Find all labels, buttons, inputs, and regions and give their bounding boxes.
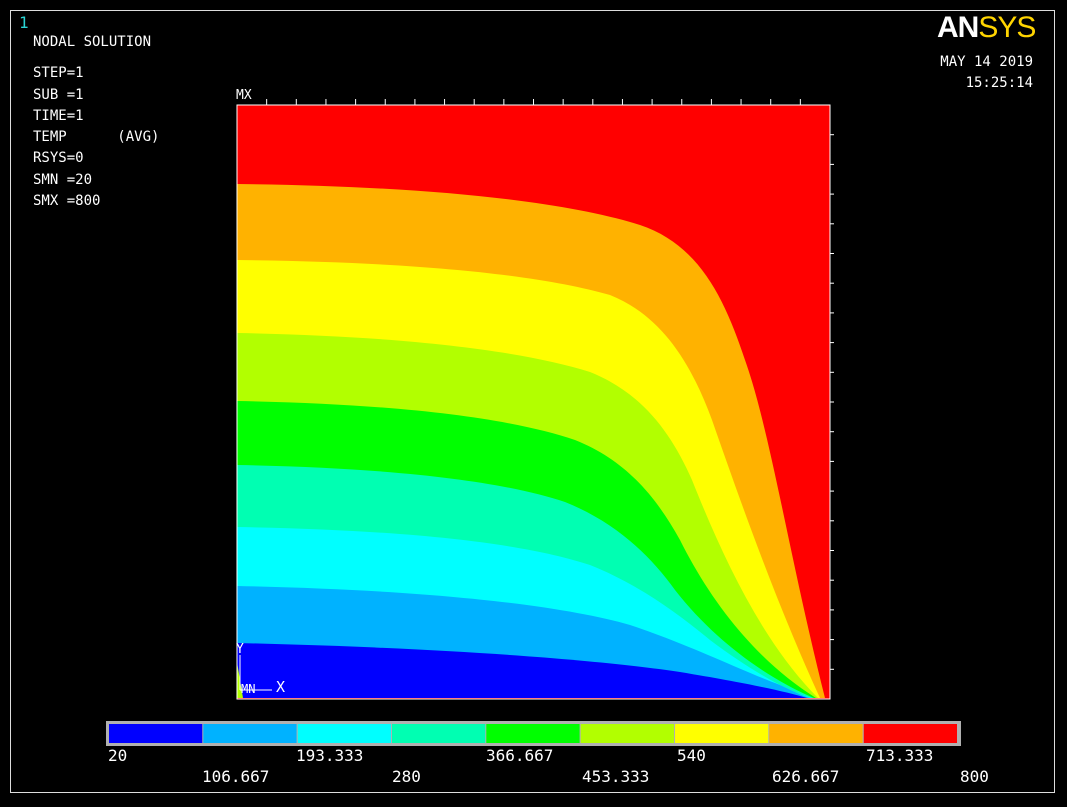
- legend-label-top: 713.333: [866, 746, 934, 765]
- info-smx: SMX =800: [33, 193, 101, 209]
- info-rsys: RSYS=0: [33, 150, 84, 166]
- legend-label-top: 540: [677, 746, 706, 765]
- info-time: TIME=1: [33, 108, 84, 124]
- legend-label-top: 20: [108, 746, 128, 765]
- mx-label: MX: [236, 88, 252, 103]
- info-smn: SMN =20: [33, 172, 93, 188]
- legend-label-top: 366.667: [486, 746, 554, 765]
- axis-x-label: X: [276, 678, 285, 696]
- plot-ticks: [266, 99, 834, 670]
- legend-swatch: [486, 724, 580, 743]
- legend-swatch: [392, 724, 486, 743]
- legend-swatch: [863, 724, 957, 743]
- legend-label-bottom: 106.667: [202, 767, 270, 786]
- ansys-logo: ANSYS: [937, 11, 1036, 45]
- legend-swatch: [203, 724, 297, 743]
- legend-swatch: [769, 724, 863, 743]
- logo-an: AN: [937, 11, 979, 44]
- axis-y-label: Y: [236, 642, 244, 657]
- legend-swatch: [580, 724, 674, 743]
- legend-swatch: [297, 724, 391, 743]
- legend-bar: [109, 724, 957, 743]
- info-item: TEMP (AVG): [33, 129, 160, 145]
- legend-label-top: 193.333: [296, 746, 364, 765]
- graphics-window-frame: [10, 10, 1055, 793]
- window-number: 1: [19, 13, 29, 32]
- info-sub: SUB =1: [33, 87, 84, 103]
- legend-label-bottom: 800: [960, 767, 989, 786]
- legend-label-bottom: 280: [392, 767, 421, 786]
- info-step: STEP=1: [33, 65, 84, 81]
- logo-sys: SYS: [978, 11, 1036, 44]
- legend-label-bottom: 626.667: [772, 767, 840, 786]
- band-1: [237, 643, 807, 698]
- timestamp: MAY 14 2019 15:25:14: [940, 52, 1033, 94]
- date-text: MAY 14 2019: [940, 54, 1033, 70]
- legend-swatch: [675, 724, 769, 743]
- legend-label-bottom: 453.333: [582, 767, 650, 786]
- mn-label: MN: [241, 682, 255, 696]
- info-title: NODAL SOLUTION: [33, 34, 152, 50]
- time-text: 15:25:14: [965, 75, 1033, 91]
- legend-swatch: [109, 724, 203, 743]
